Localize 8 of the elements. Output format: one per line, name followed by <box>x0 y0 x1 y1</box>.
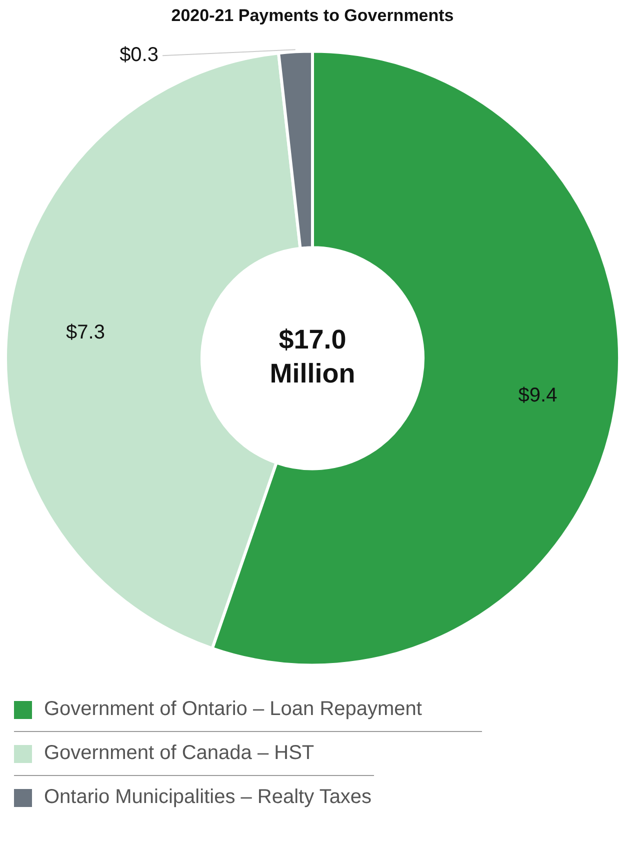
text: $17.0 Million <box>270 324 356 389</box>
data-label: $0.3 <box>120 44 158 66</box>
data-label: $9.4 <box>518 384 558 407</box>
legend-label: Government of Ontario – Loan Repayment <box>44 698 422 721</box>
chart-title: 2020-21 Payments to Governments <box>171 6 454 25</box>
legend-label: Government of Canada – HST <box>44 742 314 765</box>
legend-label: Ontario Municipalities – Realty Taxes <box>44 786 372 809</box>
data-label: $7.3 <box>66 321 105 344</box>
